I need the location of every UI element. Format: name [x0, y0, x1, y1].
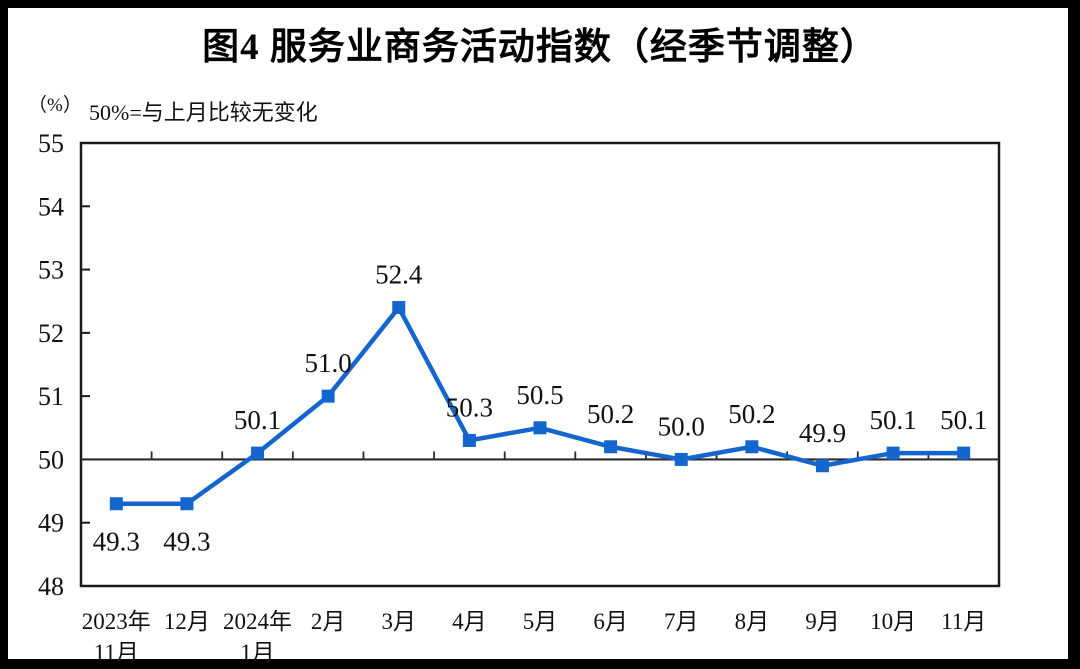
data-label: 50.3	[446, 392, 493, 422]
data-label: 49.3	[163, 527, 210, 557]
data-point-marker	[886, 446, 900, 460]
y-tick-label: 49	[38, 509, 64, 538]
data-point-marker	[321, 389, 335, 403]
data-label: 49.3	[93, 527, 140, 557]
plot-border	[79, 141, 1001, 588]
data-label: 50.1	[940, 405, 987, 435]
data-point-marker	[957, 446, 971, 460]
chart-title: 图4 服务业商务活动指数（经季节调整）	[202, 27, 878, 68]
x-tick-label: 12月	[164, 609, 210, 634]
y-tick-label: 54	[38, 192, 64, 221]
x-tick-label: 5月	[523, 609, 558, 634]
y-tick-label: 50	[38, 445, 64, 474]
y-tick-label: 52	[38, 319, 64, 348]
x-tick-label: 2024年	[223, 609, 292, 634]
y-tick-label: 53	[38, 256, 64, 285]
data-point-marker	[251, 446, 265, 460]
y-tick-label: 51	[38, 382, 64, 411]
data-point-marker	[745, 440, 759, 454]
x-tick-label: 1月	[240, 640, 275, 665]
data-point-marker	[392, 301, 406, 315]
y-axis-unit-label: （%）	[28, 95, 82, 116]
data-point-marker	[533, 421, 547, 435]
x-tick-label: 6月	[593, 609, 628, 634]
data-label: 50.1	[234, 405, 281, 435]
x-tick-label: 3月	[382, 609, 417, 634]
data-label: 52.4	[375, 260, 423, 290]
y-tick-label: 55	[38, 129, 64, 158]
y-tick-label: 48	[38, 572, 64, 601]
data-label: 51.0	[305, 348, 352, 378]
x-tick-label: 8月	[735, 609, 770, 634]
x-tick-label: 2月	[311, 609, 346, 634]
data-point-marker	[674, 452, 688, 466]
data-label: 50.0	[658, 411, 705, 441]
data-label: 50.5	[516, 380, 563, 410]
data-point-marker	[462, 433, 476, 447]
x-tick-label: 2023年	[82, 609, 151, 634]
data-point-marker	[815, 459, 829, 473]
x-tick-label: 4月	[452, 609, 487, 634]
reference-note: 50%=与上月比较无变化	[89, 100, 318, 125]
data-point-marker	[109, 497, 123, 511]
data-label: 50.1	[869, 405, 916, 435]
data-point-marker	[604, 440, 618, 454]
x-tick-label: 11月	[941, 609, 986, 634]
x-tick-label: 11月	[94, 640, 139, 665]
x-tick-label: 10月	[870, 609, 916, 634]
data-label: 50.2	[587, 399, 634, 429]
data-point-marker	[180, 497, 194, 511]
data-label: 49.9	[799, 418, 846, 448]
x-tick-label: 7月	[664, 609, 699, 634]
data-label: 50.2	[728, 399, 775, 429]
x-tick-label: 9月	[805, 609, 840, 634]
chart-canvas	[8, 8, 1068, 659]
